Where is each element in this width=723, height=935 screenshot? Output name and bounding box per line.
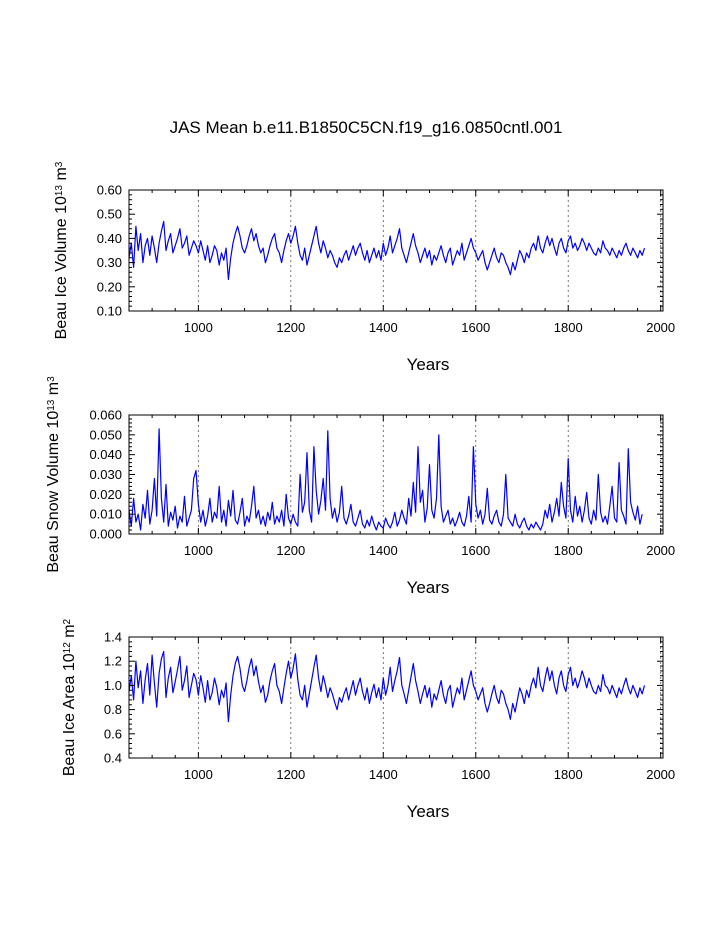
y-tick-label: 0.060 — [89, 408, 122, 423]
x-tick-label: 1400 — [369, 767, 398, 782]
panel-3: 1000 1200 1400 1600 1800 2000 0.4 0.6 0.8 1.0 1.2 1… — [61, 618, 675, 821]
y-tick-label: 0.4 — [104, 751, 122, 766]
y-axis-label-text: Beau Snow Volume 10 — [45, 411, 62, 573]
y-tick-label: 0.6 — [104, 726, 122, 741]
y-tick-label: 0.60 — [97, 183, 122, 198]
y-axis-label-text: Beau Ice Volume 10 — [53, 196, 70, 339]
y-tick-label: 1.2 — [104, 654, 122, 669]
y-axis-label-exponent: 2 — [62, 618, 73, 624]
y-tick-label: 1.4 — [104, 630, 122, 645]
x-tick-label: 2000 — [646, 767, 675, 782]
series-line-1 — [128, 220, 646, 281]
x-tick-label: 2000 — [646, 543, 675, 558]
x-tick-label: 1400 — [369, 543, 398, 558]
x-tick-label: 1000 — [184, 767, 213, 782]
y-tick-label: 0.000 — [89, 527, 122, 542]
x-tick-label: 1000 — [184, 320, 213, 335]
y-tick-label: 0.8 — [104, 702, 122, 717]
y-tick-label: 0.10 — [97, 304, 122, 319]
x-tick-label: 1000 — [184, 543, 213, 558]
series-line-1 — [128, 428, 643, 531]
y-tick-label: 0.010 — [89, 507, 122, 522]
x-tick-label: 1200 — [276, 767, 305, 782]
panel-1: 1000 1200 1400 1600 1800 2000 0.10 0.20 0.30 0.40… — [53, 161, 675, 374]
x-tick-label: 1800 — [554, 767, 583, 782]
plot-frame — [128, 636, 664, 759]
y-tick-label: 0.040 — [89, 447, 122, 462]
y-axis-label-exponent: 3 — [54, 161, 65, 167]
x-tick-label: 1800 — [554, 543, 583, 558]
y-tick-label: 0.050 — [89, 427, 122, 442]
y-axis-label-exponent: 13 — [54, 185, 65, 197]
panel-2: 1000 1200 1400 1600 1800 2000 0.000 0.010 0.020 0… — [45, 376, 675, 597]
x-tick-label: 1600 — [461, 767, 490, 782]
y-axis-label-exponent: 12 — [62, 642, 73, 654]
y-tick-label: 0.40 — [97, 231, 122, 246]
plot-frame — [128, 189, 664, 312]
panels: 1000 1200 1400 1600 1800 20000.100.200.300.40… — [45, 161, 675, 821]
x-tick-label: 1600 — [461, 543, 490, 558]
y-tick-label: 0.30 — [97, 255, 122, 270]
y-axis-label-text: Beau Ice Area 10 — [61, 653, 78, 776]
y-axis-label-exponent: 13 — [46, 399, 57, 411]
x-axis-label: Years — [407, 802, 450, 821]
y-tick-label: 1.0 — [104, 678, 122, 693]
x-tick-label: 1600 — [461, 320, 490, 335]
y-axis-label-text: m — [61, 624, 78, 642]
y-axis-label-exponent: 3 — [46, 376, 57, 382]
y-tick-label: 0.20 — [97, 279, 122, 294]
x-tick-label: 1200 — [276, 543, 305, 558]
y-tick-label: 0.030 — [89, 467, 122, 482]
x-axis-label: Years — [407, 578, 450, 597]
x-axis-label: Years — [407, 355, 450, 374]
figure-title: JAS Mean b.e11.B1850C5CN.f19_g16.0850cnt… — [170, 118, 563, 137]
y-axis-label: Beau Ice Area 1012 m2 — [61, 618, 78, 776]
x-tick-label: 1400 — [369, 320, 398, 335]
y-axis-label-text: m — [53, 167, 70, 185]
y-tick-label: 0.50 — [97, 207, 122, 222]
x-tick-label: 2000 — [646, 320, 675, 335]
y-axis-label: Beau Snow Volume 1013 m3 — [45, 376, 62, 573]
x-tick-label: 1800 — [554, 320, 583, 335]
y-axis-label: Beau Ice Volume 1013 m3 — [53, 161, 70, 339]
y-axis-label-text: m — [45, 382, 62, 400]
x-tick-label: 1200 — [276, 320, 305, 335]
series-line-1 — [128, 650, 646, 723]
y-tick-label: 0.020 — [89, 487, 122, 502]
